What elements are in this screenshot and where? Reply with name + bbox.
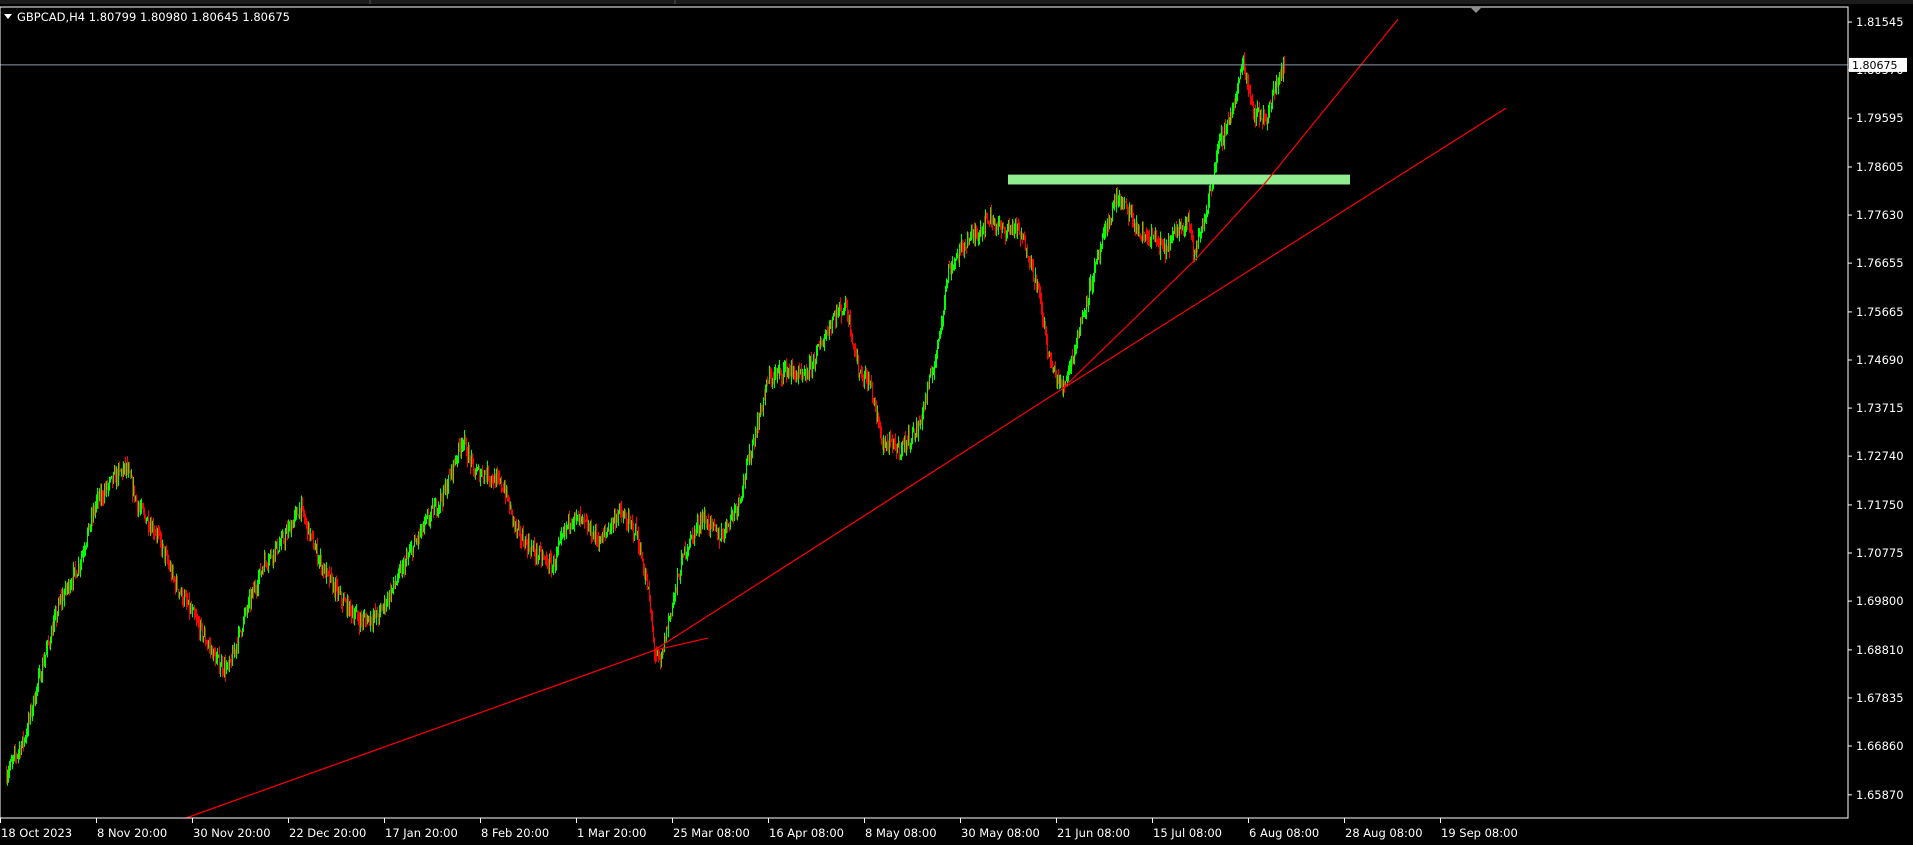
- price-tick-label: 1.66860: [1856, 739, 1904, 753]
- time-tick-label: 21 Jun 08:00: [1057, 826, 1130, 840]
- price-tick-label: 1.73715: [1856, 401, 1904, 415]
- price-tick-label: 1.81545: [1856, 15, 1904, 29]
- plot-frame: [0, 6, 1849, 819]
- price-tick-label: 1.79595: [1856, 111, 1904, 125]
- support-zone[interactable]: [1008, 174, 1350, 185]
- zones-group[interactable]: [1008, 174, 1350, 185]
- price-tick-label: 1.75665: [1856, 305, 1904, 319]
- time-tick-label: 8 Feb 20:00: [481, 826, 549, 840]
- time-tick-label: 15 Jul 08:00: [1153, 826, 1222, 840]
- time-tick-label: 6 Aug 08:00: [1249, 826, 1319, 840]
- time-tick-label: 16 Apr 08:00: [769, 826, 844, 840]
- time-tick-label: 30 May 08:00: [961, 826, 1040, 840]
- chart-header: GBPCAD,H4 1.80799 1.80980 1.80645 1.8067…: [17, 10, 290, 24]
- top-tab-strip: [0, 0, 1913, 4]
- time-tick-label: 8 Nov 20:00: [97, 826, 167, 840]
- time-axis[interactable]: 18 Oct 2023 8 Nov 20:00 30 Nov 20:00 22 Dec…: [0, 818, 1518, 840]
- price-tick-label: 1.78605: [1856, 160, 1904, 174]
- symbol-menu-icon[interactable]: [4, 14, 12, 19]
- time-tick-label: 22 Dec 20:00: [289, 826, 366, 840]
- time-tick-label: 1 Mar 20:00: [577, 826, 646, 840]
- price-tick-label: 1.69800: [1856, 594, 1904, 608]
- price-tick-label: 1.70775: [1856, 546, 1904, 560]
- price-tag: 1.80675: [1849, 57, 1907, 72]
- price-tick-label: 1.65870: [1856, 788, 1904, 802]
- price-tick-label: 1.77630: [1856, 208, 1904, 222]
- price-tick-label: 1.76655: [1856, 256, 1904, 270]
- price-tag-label: 1.80675: [1852, 59, 1898, 72]
- price-tick-label: 1.74690: [1856, 353, 1904, 367]
- trendlines-group[interactable]: [185, 18, 1507, 819]
- candles-group: [6, 52, 1285, 786]
- price-tick-label: 1.67835: [1856, 691, 1904, 705]
- time-tick-label: 8 May 08:00: [865, 826, 937, 840]
- chart-shift-marker[interactable]: [1470, 7, 1482, 13]
- time-tick-label: 19 Sep 08:00: [1441, 826, 1518, 840]
- time-tick-label: 25 Mar 08:00: [673, 826, 750, 840]
- time-tick-label: 28 Aug 08:00: [1345, 826, 1423, 840]
- price-tick-label: 1.72740: [1856, 449, 1904, 463]
- trendline[interactable]: [653, 637, 709, 651]
- price-tick-label: 1.71750: [1856, 498, 1904, 512]
- time-tick-label: 30 Nov 20:00: [193, 826, 271, 840]
- trendline[interactable]: [185, 107, 1507, 819]
- time-tick-label: 17 Jan 20:00: [385, 826, 458, 840]
- trendline[interactable]: [1061, 18, 1399, 390]
- price-axis[interactable]: 1.815451.805701.795951.786051.776301.766…: [1848, 15, 1904, 802]
- time-tick-label: 18 Oct 2023: [1, 826, 72, 840]
- price-tick-label: 1.68810: [1856, 643, 1904, 657]
